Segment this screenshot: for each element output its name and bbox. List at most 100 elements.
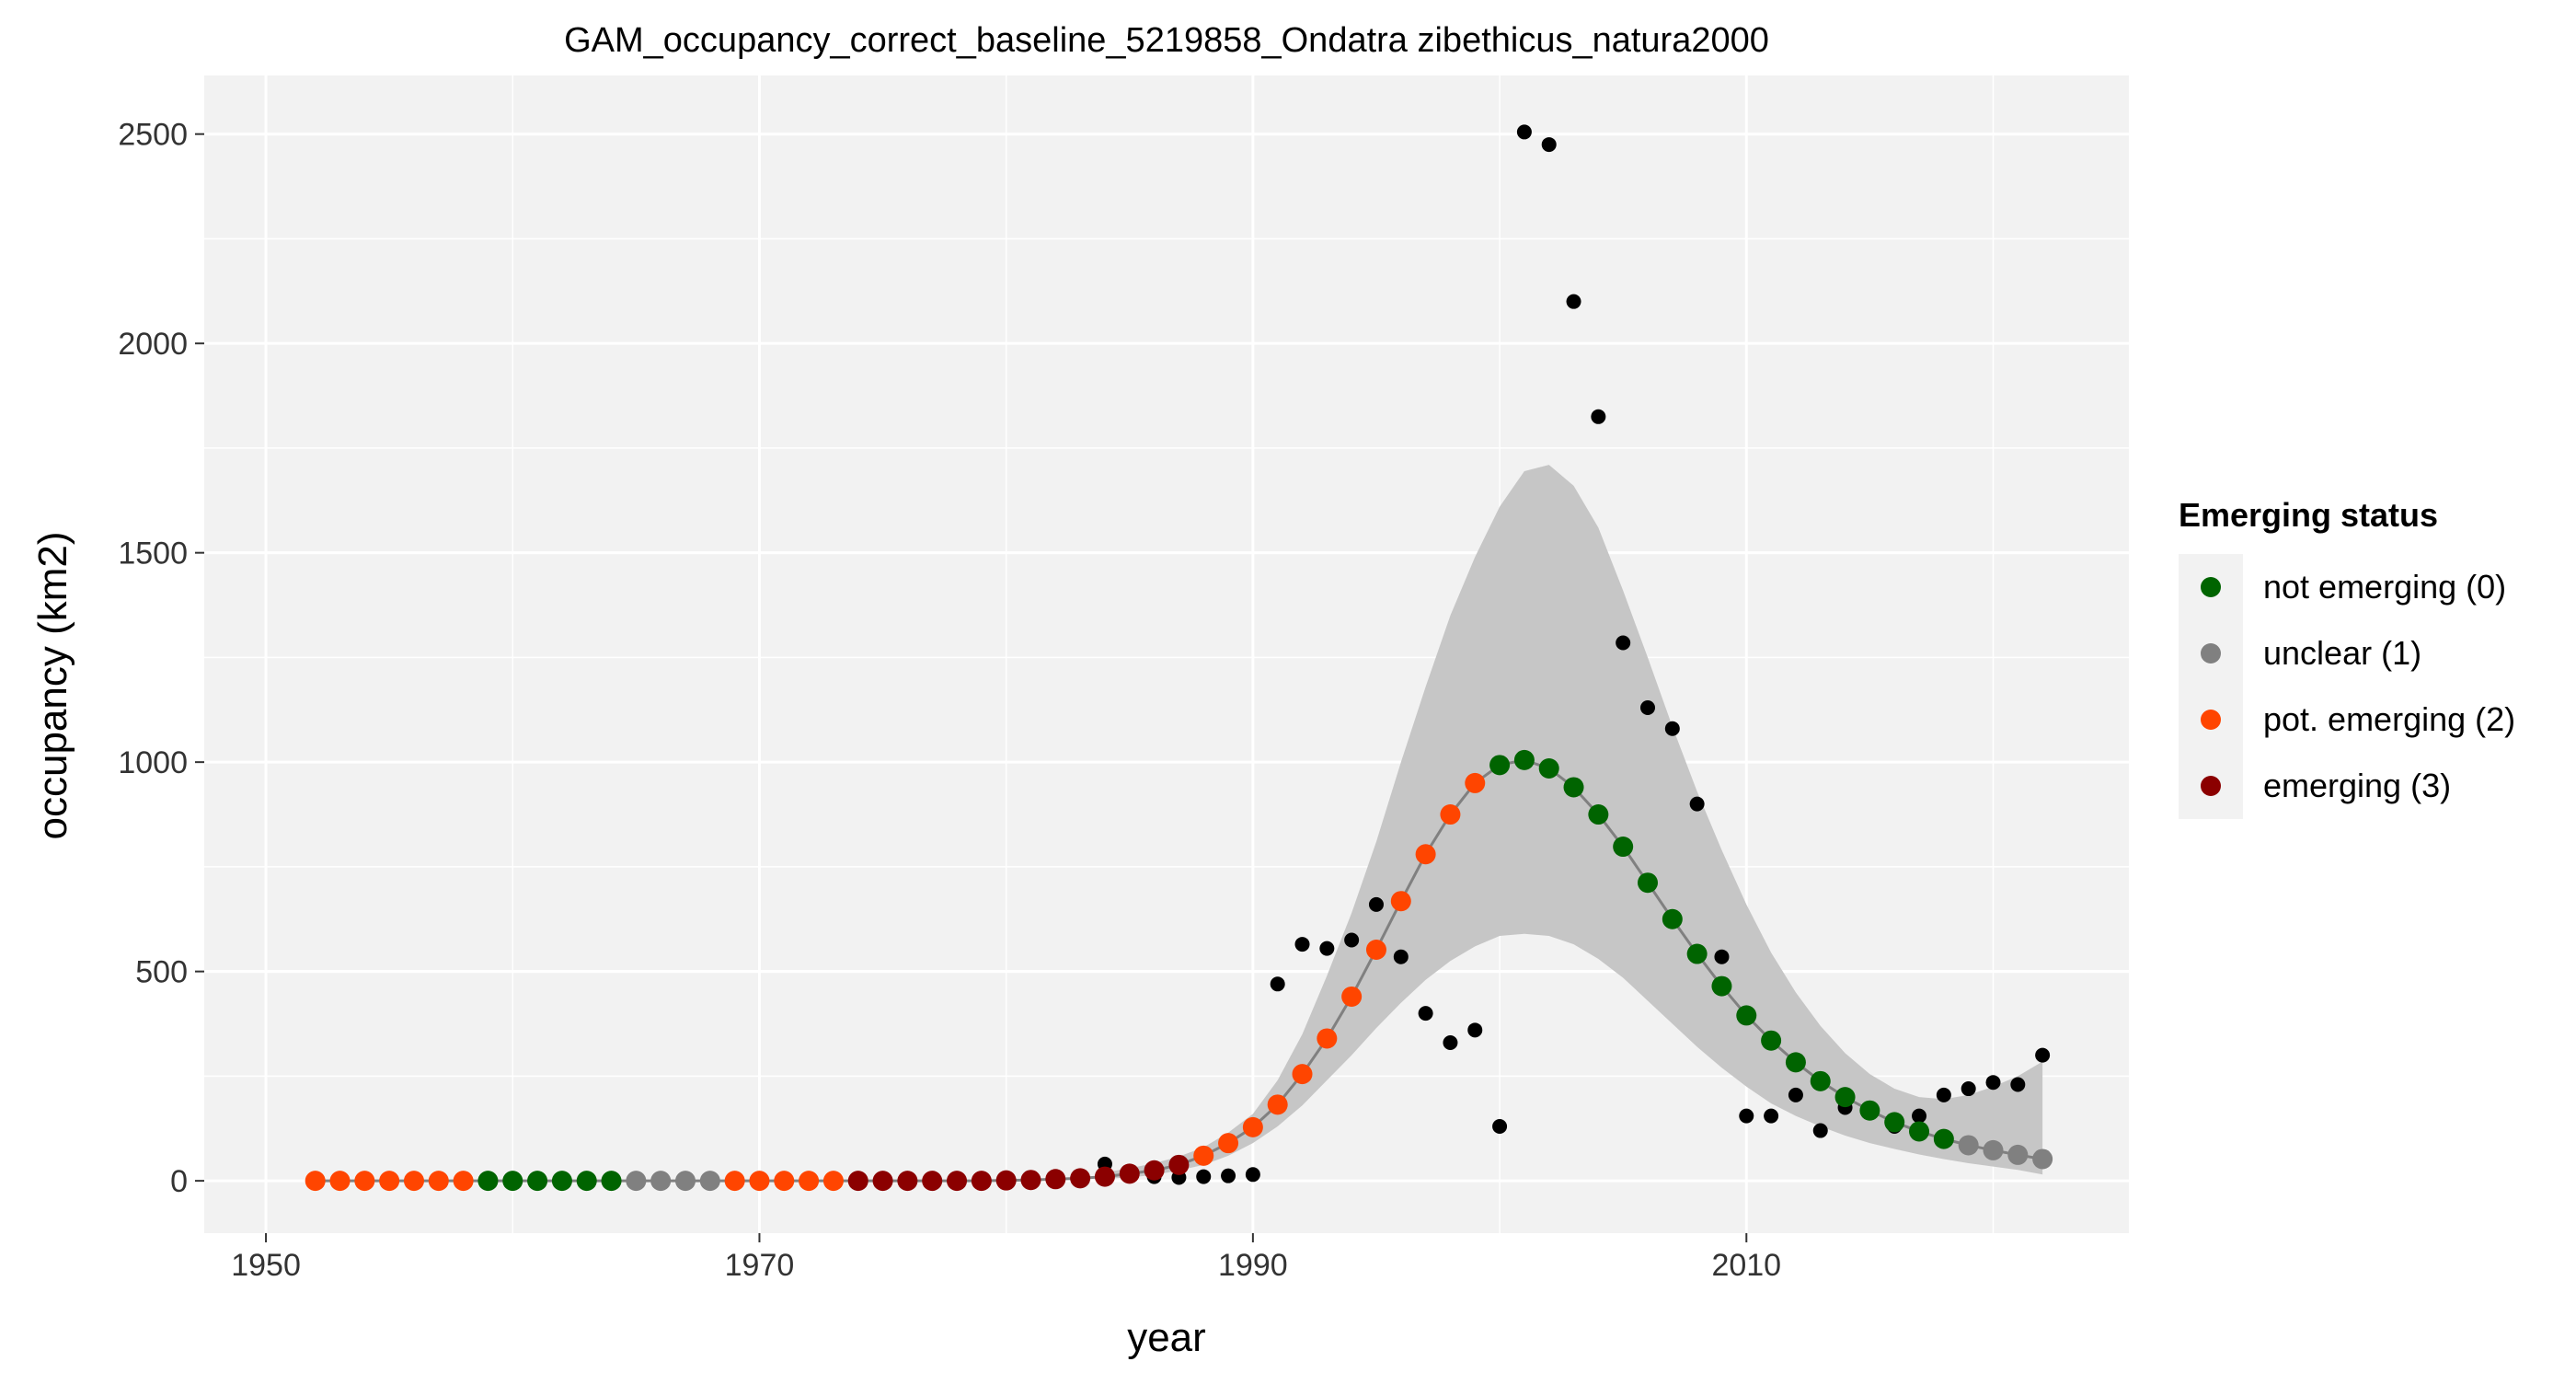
fitted-point <box>1193 1145 1214 1166</box>
fitted-point <box>477 1171 499 1192</box>
fitted-point <box>1218 1133 1239 1154</box>
legend-label: emerging (3) <box>2263 767 2451 804</box>
observed-point <box>1764 1108 1779 1124</box>
fitted-point <box>1859 1100 1880 1121</box>
observed-point <box>1985 1075 2001 1091</box>
axes: 1950 1970 1990 2010 0 500 1000 1500 2000 2500 <box>118 118 1781 1283</box>
fitted-point <box>1292 1064 1313 1085</box>
observed-point <box>1739 1108 1754 1124</box>
fitted-point <box>1242 1116 1263 1137</box>
observed-point <box>1961 1081 1976 1097</box>
observed-point <box>1616 635 1631 651</box>
fitted-point <box>1465 772 1486 793</box>
fitted-point <box>995 1170 1017 1191</box>
observed-point <box>1516 124 1532 140</box>
y-tick-label: 2500 <box>118 118 188 153</box>
observed-point <box>1689 796 1705 812</box>
fitted-point <box>1761 1030 1782 1051</box>
fitted-point <box>403 1171 424 1192</box>
observed-point <box>1418 1006 1433 1021</box>
fitted-point <box>305 1171 326 1192</box>
chart-title: GAM_occupancy_correct_baseline_5219858_O… <box>564 21 1769 60</box>
observed-point <box>1492 1118 1508 1134</box>
observed-point <box>1344 932 1360 948</box>
fitted-point <box>799 1171 820 1192</box>
legend-key <box>2201 577 2221 597</box>
observed-point <box>1788 1087 1803 1102</box>
fitted-point <box>1119 1163 1140 1184</box>
observed-point <box>1467 1022 1483 1038</box>
fitted-point <box>1440 804 1461 825</box>
legend-title: Emerging status <box>2179 496 2438 534</box>
confidence-ribbon <box>1104 465 2043 1179</box>
y-tick-label: 1500 <box>118 537 188 571</box>
observed-point <box>1196 1169 1212 1184</box>
fitted-point <box>1785 1052 1806 1073</box>
observed-point <box>1640 700 1655 716</box>
fitted-point <box>724 1171 745 1192</box>
legend-label: unclear (1) <box>2263 634 2421 672</box>
observed-point <box>1245 1167 1260 1183</box>
fitted-point <box>1538 757 1559 779</box>
fitted-point <box>527 1171 548 1192</box>
fitted-point <box>601 1171 622 1192</box>
fitted-point <box>922 1171 943 1192</box>
fitted-point <box>1638 872 1658 894</box>
fitted-point <box>626 1171 647 1192</box>
fitted-point <box>1070 1168 1091 1189</box>
fitted-points-layer <box>305 749 2053 1192</box>
fitted-point <box>1588 804 1609 825</box>
observed-point <box>1319 941 1335 956</box>
fitted-point <box>428 1171 449 1192</box>
fitted-point <box>1144 1160 1165 1181</box>
observed-point <box>1714 949 1730 964</box>
fitted-point <box>379 1171 400 1192</box>
fitted-point <box>774 1171 795 1192</box>
fitted-point <box>650 1171 672 1192</box>
fitted-point <box>502 1171 523 1192</box>
fitted-point <box>1884 1112 1905 1133</box>
fitted-point <box>1909 1121 1930 1142</box>
observed-point <box>1368 896 1384 912</box>
fitted-point <box>675 1171 696 1192</box>
fitted-point <box>329 1171 351 1192</box>
fitted-point <box>1563 777 1584 798</box>
y-tick-label: 0 <box>170 1164 188 1199</box>
fitted-point <box>1415 844 1436 865</box>
fitted-point <box>2007 1144 2029 1165</box>
fitted-point <box>1834 1087 1856 1108</box>
fitted-point <box>1613 837 1634 858</box>
observed-point <box>1912 1108 1927 1124</box>
observed-point <box>1812 1123 1828 1138</box>
fitted-point <box>551 1171 572 1192</box>
observed-point <box>1664 721 1680 736</box>
observed-point <box>1566 294 1581 309</box>
fitted-point <box>847 1171 868 1192</box>
x-tick-label: 2010 <box>1711 1248 1781 1283</box>
observed-point <box>1443 1034 1458 1050</box>
observed-point <box>1270 976 1285 992</box>
x-tick-label: 1970 <box>725 1248 795 1283</box>
y-tick-label: 2000 <box>118 327 188 362</box>
fitted-point <box>576 1171 597 1192</box>
fitted-point <box>1933 1128 1954 1149</box>
fitted-point <box>947 1171 968 1192</box>
fitted-point <box>453 1171 474 1192</box>
x-tick-label: 1950 <box>231 1248 301 1283</box>
observed-point <box>2010 1077 2026 1092</box>
fitted-point <box>1983 1139 2004 1160</box>
fitted-point <box>1810 1070 1831 1091</box>
fitted-point <box>1711 975 1732 997</box>
fitted-point <box>1489 755 1511 776</box>
observed-point <box>1221 1168 1236 1183</box>
fitted-point <box>1341 986 1363 1007</box>
fitted-point <box>1094 1166 1115 1187</box>
x-axis-title: year <box>1127 1315 1206 1360</box>
fitted-point <box>1958 1135 1979 1156</box>
legend-key <box>2201 776 2221 796</box>
observed-point <box>2035 1047 2051 1063</box>
legend: Emerging status not emerging (0) unclear … <box>2179 496 2515 819</box>
observed-point <box>1294 937 1310 952</box>
fitted-point <box>1686 943 1708 964</box>
fitted-point <box>1168 1154 1190 1175</box>
